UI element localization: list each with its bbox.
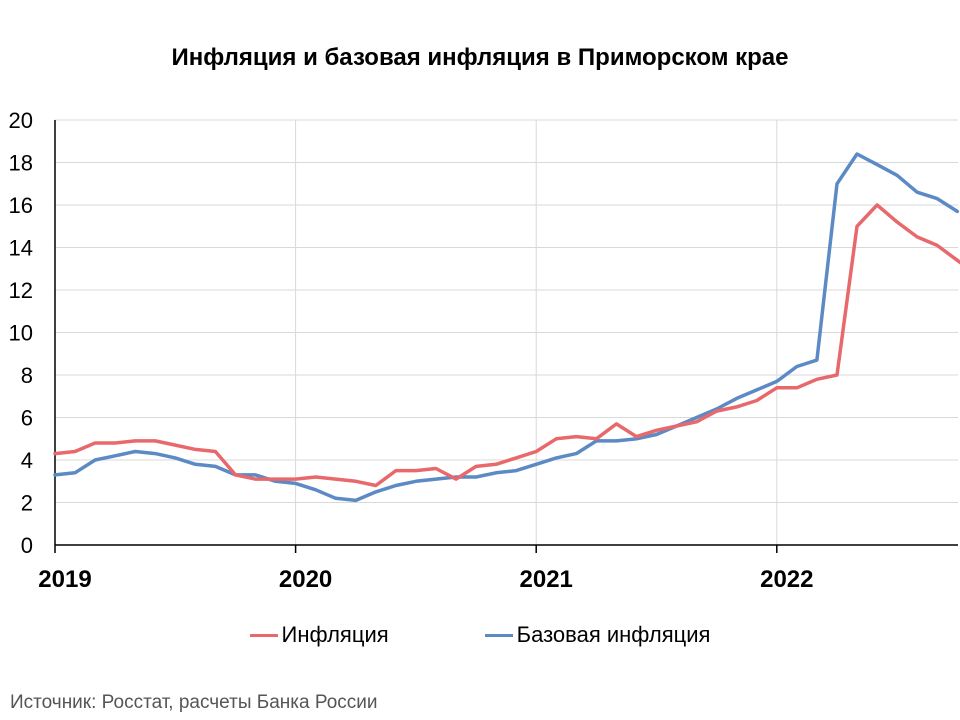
y-tick-label: 2 xyxy=(21,491,33,516)
series-line-core-inflation xyxy=(53,152,960,503)
y-tick-label: 16 xyxy=(9,193,33,218)
legend-label-inflation: Инфляция xyxy=(281,622,389,647)
y-tick-label: 18 xyxy=(9,151,33,176)
y-tick-label: 6 xyxy=(21,406,33,431)
x-tick-label: 2020 xyxy=(279,566,332,593)
legend-swatch-core-inflation xyxy=(484,633,513,637)
chart-legend: Инфляция Базовая инфляция xyxy=(0,622,960,648)
y-tick-label: 8 xyxy=(21,363,33,388)
x-tick-label: 2019 xyxy=(38,566,91,593)
x-tick-label: 2022 xyxy=(760,566,813,593)
y-tick-label: 10 xyxy=(9,321,33,346)
y-tick-label: 12 xyxy=(9,278,33,303)
legend-item-inflation: Инфляция xyxy=(249,622,389,648)
legend-label-core-inflation: Базовая инфляция xyxy=(516,622,711,647)
y-tick-label: 14 xyxy=(9,236,33,261)
chart-title: Инфляция и базовая инфляция в Приморском… xyxy=(171,44,789,71)
y-tick-label: 4 xyxy=(21,448,33,473)
y-tick-label: 20 xyxy=(9,108,33,133)
y-tick-label: 0 xyxy=(21,533,33,558)
legend-swatch-inflation xyxy=(249,633,278,637)
source-note: Источник: Росстат, расчеты Банка России xyxy=(10,692,378,713)
legend-item-core-inflation: Базовая инфляция xyxy=(484,622,711,648)
series-line-inflation xyxy=(53,203,960,488)
x-tick-label: 2021 xyxy=(520,566,573,593)
